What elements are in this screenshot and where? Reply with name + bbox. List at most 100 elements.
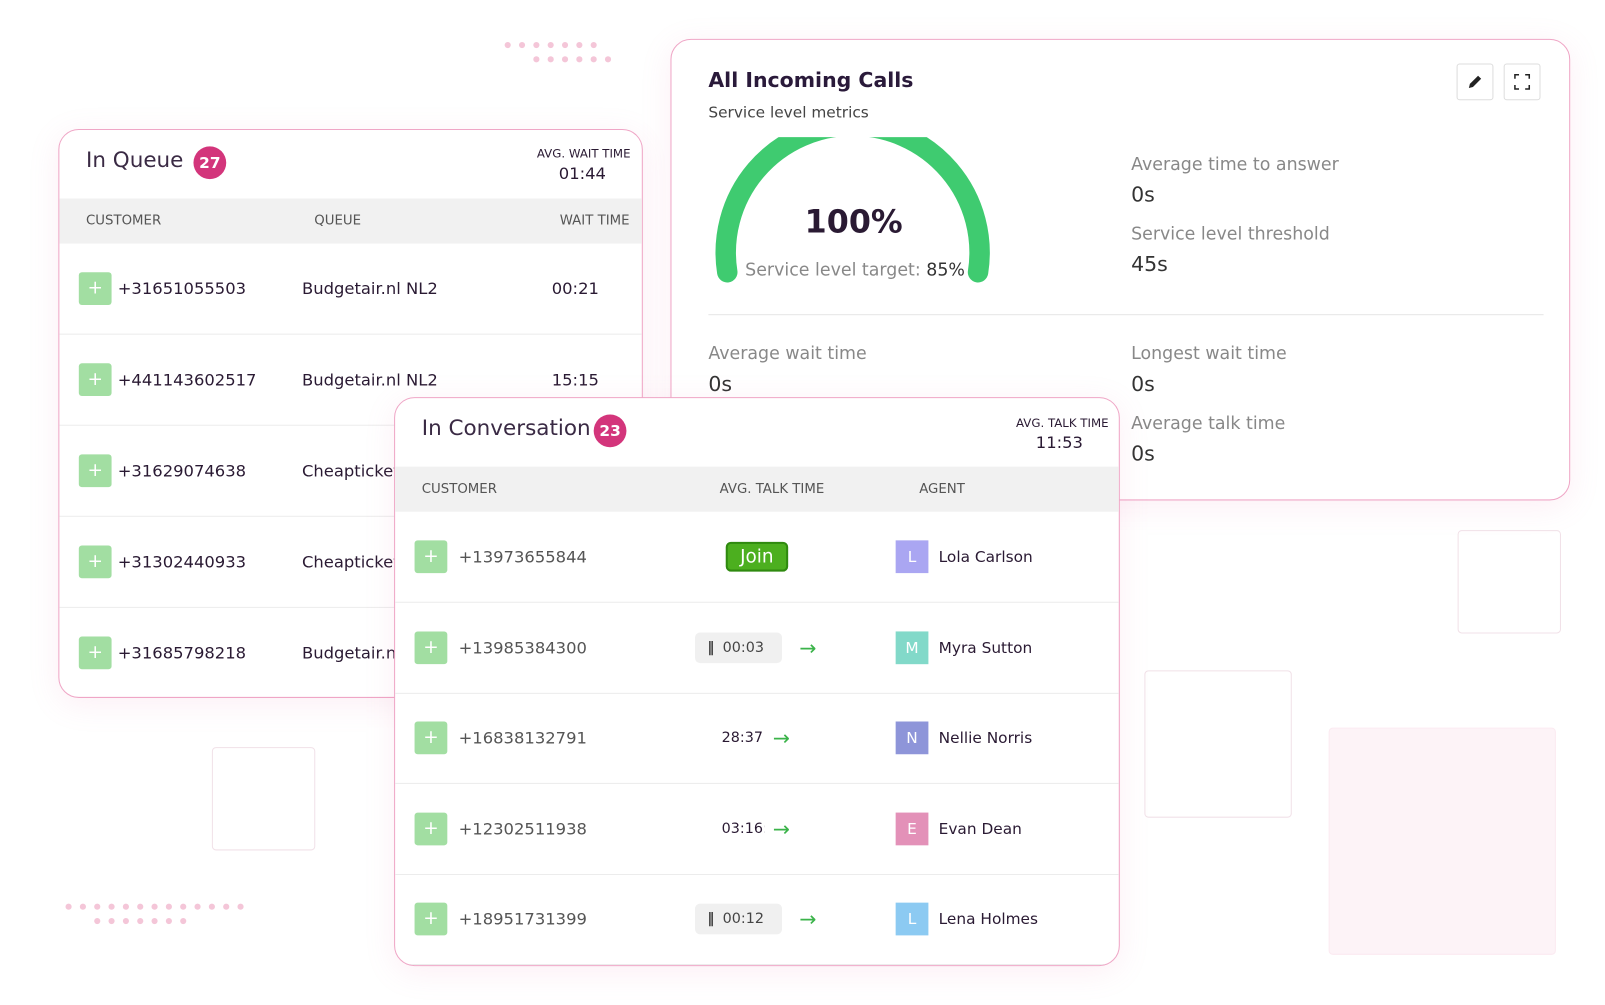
count-badge: 23 xyxy=(593,414,627,448)
transfer-icon[interactable]: → xyxy=(799,906,817,932)
add-button[interactable]: + xyxy=(414,721,448,755)
customer-phone: +16838132791 xyxy=(458,728,587,748)
avg-value: 11:53 xyxy=(1035,432,1083,453)
pause-icon: ‖ xyxy=(707,910,715,928)
queue-name: Cheapticket xyxy=(301,552,400,572)
decoration-dot xyxy=(151,917,158,925)
agent-avatar: N xyxy=(895,721,929,755)
decoration-dot xyxy=(518,41,526,49)
table-row: + +31302440933 Cheapticket xyxy=(59,517,642,608)
gauge-target: Service level target: 85% xyxy=(745,260,965,280)
talk-time: 03:16:( xyxy=(721,820,765,837)
decoration xyxy=(211,747,316,851)
decoration-dot xyxy=(165,917,172,925)
table-row: + +31629074638 Cheapticket xyxy=(59,426,642,517)
customer-phone: +31651055503 xyxy=(117,278,247,299)
add-button[interactable]: + xyxy=(78,636,112,670)
add-button[interactable]: + xyxy=(78,363,112,397)
decoration xyxy=(1457,530,1561,634)
customer-phone: +31302440933 xyxy=(117,552,247,572)
decoration-dot xyxy=(108,903,115,910)
add-button[interactable]: + xyxy=(78,454,112,488)
agent-name: Myra Sutton xyxy=(938,638,1033,657)
metric-label: Average wait time xyxy=(708,343,867,365)
gauge-value: 100% xyxy=(804,203,903,241)
talk-time: 00:12 xyxy=(722,910,764,928)
agent-name: Lena Holmes xyxy=(938,909,1039,929)
panel-subtitle: Service level metrics xyxy=(708,103,869,122)
edit-button[interactable] xyxy=(1456,63,1494,101)
decoration xyxy=(1144,670,1292,818)
decoration-dot xyxy=(65,903,72,910)
decoration-dot xyxy=(151,903,158,910)
queue-name: Cheapticket xyxy=(301,461,400,481)
pause-icon: ‖ xyxy=(707,639,715,656)
transfer-icon[interactable]: → xyxy=(799,635,817,660)
queue-name: Budgetair.nl NL2 xyxy=(301,369,438,390)
decoration-dot xyxy=(561,41,569,49)
decoration-dot xyxy=(223,903,230,910)
add-button[interactable]: + xyxy=(414,902,448,936)
decoration-dot xyxy=(590,41,597,49)
decoration-dot xyxy=(180,917,187,925)
column-header: QUEUE xyxy=(314,213,362,229)
customer-phone: +18951731399 xyxy=(458,909,587,929)
join-button[interactable]: Join xyxy=(725,541,788,572)
gauge-target-label: Service level target: xyxy=(745,259,921,281)
add-button[interactable]: + xyxy=(78,272,112,305)
wait-time: 15:15 xyxy=(551,369,599,390)
decoration-dot xyxy=(590,56,597,63)
decoration-dot xyxy=(237,903,244,910)
decoration-dot xyxy=(108,917,115,925)
metric-label: Service level threshold xyxy=(1131,224,1330,245)
metric-value: 0s xyxy=(1131,182,1155,207)
metric-value: 45s xyxy=(1131,251,1168,277)
customer-phone: +31629074638 xyxy=(117,461,247,481)
decoration-dot xyxy=(547,56,554,63)
count-badge: 27 xyxy=(193,146,227,180)
panel-title: All Incoming Calls xyxy=(708,67,914,93)
avg-label: AVG. WAIT TIME xyxy=(536,146,631,161)
decoration xyxy=(1328,727,1556,955)
transfer-icon[interactable]: → xyxy=(772,816,790,841)
add-button[interactable]: + xyxy=(78,545,112,579)
queue-name: Budgetair.nl NL2 xyxy=(301,278,438,299)
add-button[interactable]: + xyxy=(414,812,448,845)
queue-name: Budgetair.nl xyxy=(301,643,401,663)
table-row: + +18951731399 ‖ 00:12 → L Lena Holmes xyxy=(395,874,1119,966)
decoration-dot xyxy=(576,56,583,63)
transfer-icon[interactable]: → xyxy=(772,725,790,751)
add-button[interactable]: + xyxy=(414,630,448,664)
agent-avatar: M xyxy=(895,630,929,664)
table-row: + +31685798218 Budgetair.nl xyxy=(59,608,641,697)
decoration-dot xyxy=(561,56,569,63)
decoration-dot xyxy=(122,917,129,925)
table-row: + +31651055503 Budgetair.nl NL2 00:21 xyxy=(59,244,642,335)
decoration-dot xyxy=(180,903,187,910)
avg-value: 01:44 xyxy=(558,163,606,184)
table-row: + +16838132791 28:37 → N Nellie Norris xyxy=(395,693,1119,784)
metric-value: 0s xyxy=(1131,371,1155,397)
decoration-dot xyxy=(194,903,201,910)
panel-title: In Queue xyxy=(85,147,184,172)
agent-name: Evan Dean xyxy=(938,819,1022,838)
decoration-dot xyxy=(547,41,554,49)
metric-value: 0s xyxy=(1131,441,1155,466)
metric-label: Average time to answer xyxy=(1131,154,1339,176)
paused-timer: ‖ 00:12 xyxy=(695,903,783,935)
metric-label: Longest wait time xyxy=(1131,343,1287,365)
paused-timer: ‖ 00:03 xyxy=(695,631,783,663)
add-button[interactable]: + xyxy=(414,540,448,574)
decoration-dot xyxy=(94,903,101,910)
decoration-dot xyxy=(137,903,144,910)
expand-button[interactable] xyxy=(1503,63,1541,101)
column-header: AGENT xyxy=(919,481,965,497)
agent-avatar: E xyxy=(895,812,929,845)
customer-phone: +31685798218 xyxy=(117,643,247,663)
wait-time: 00:21 xyxy=(551,278,599,299)
gauge xyxy=(715,137,990,283)
expand-icon xyxy=(1514,73,1531,90)
customer-phone: +12302511938 xyxy=(458,818,587,839)
metric-label: Average talk time xyxy=(1131,413,1286,434)
